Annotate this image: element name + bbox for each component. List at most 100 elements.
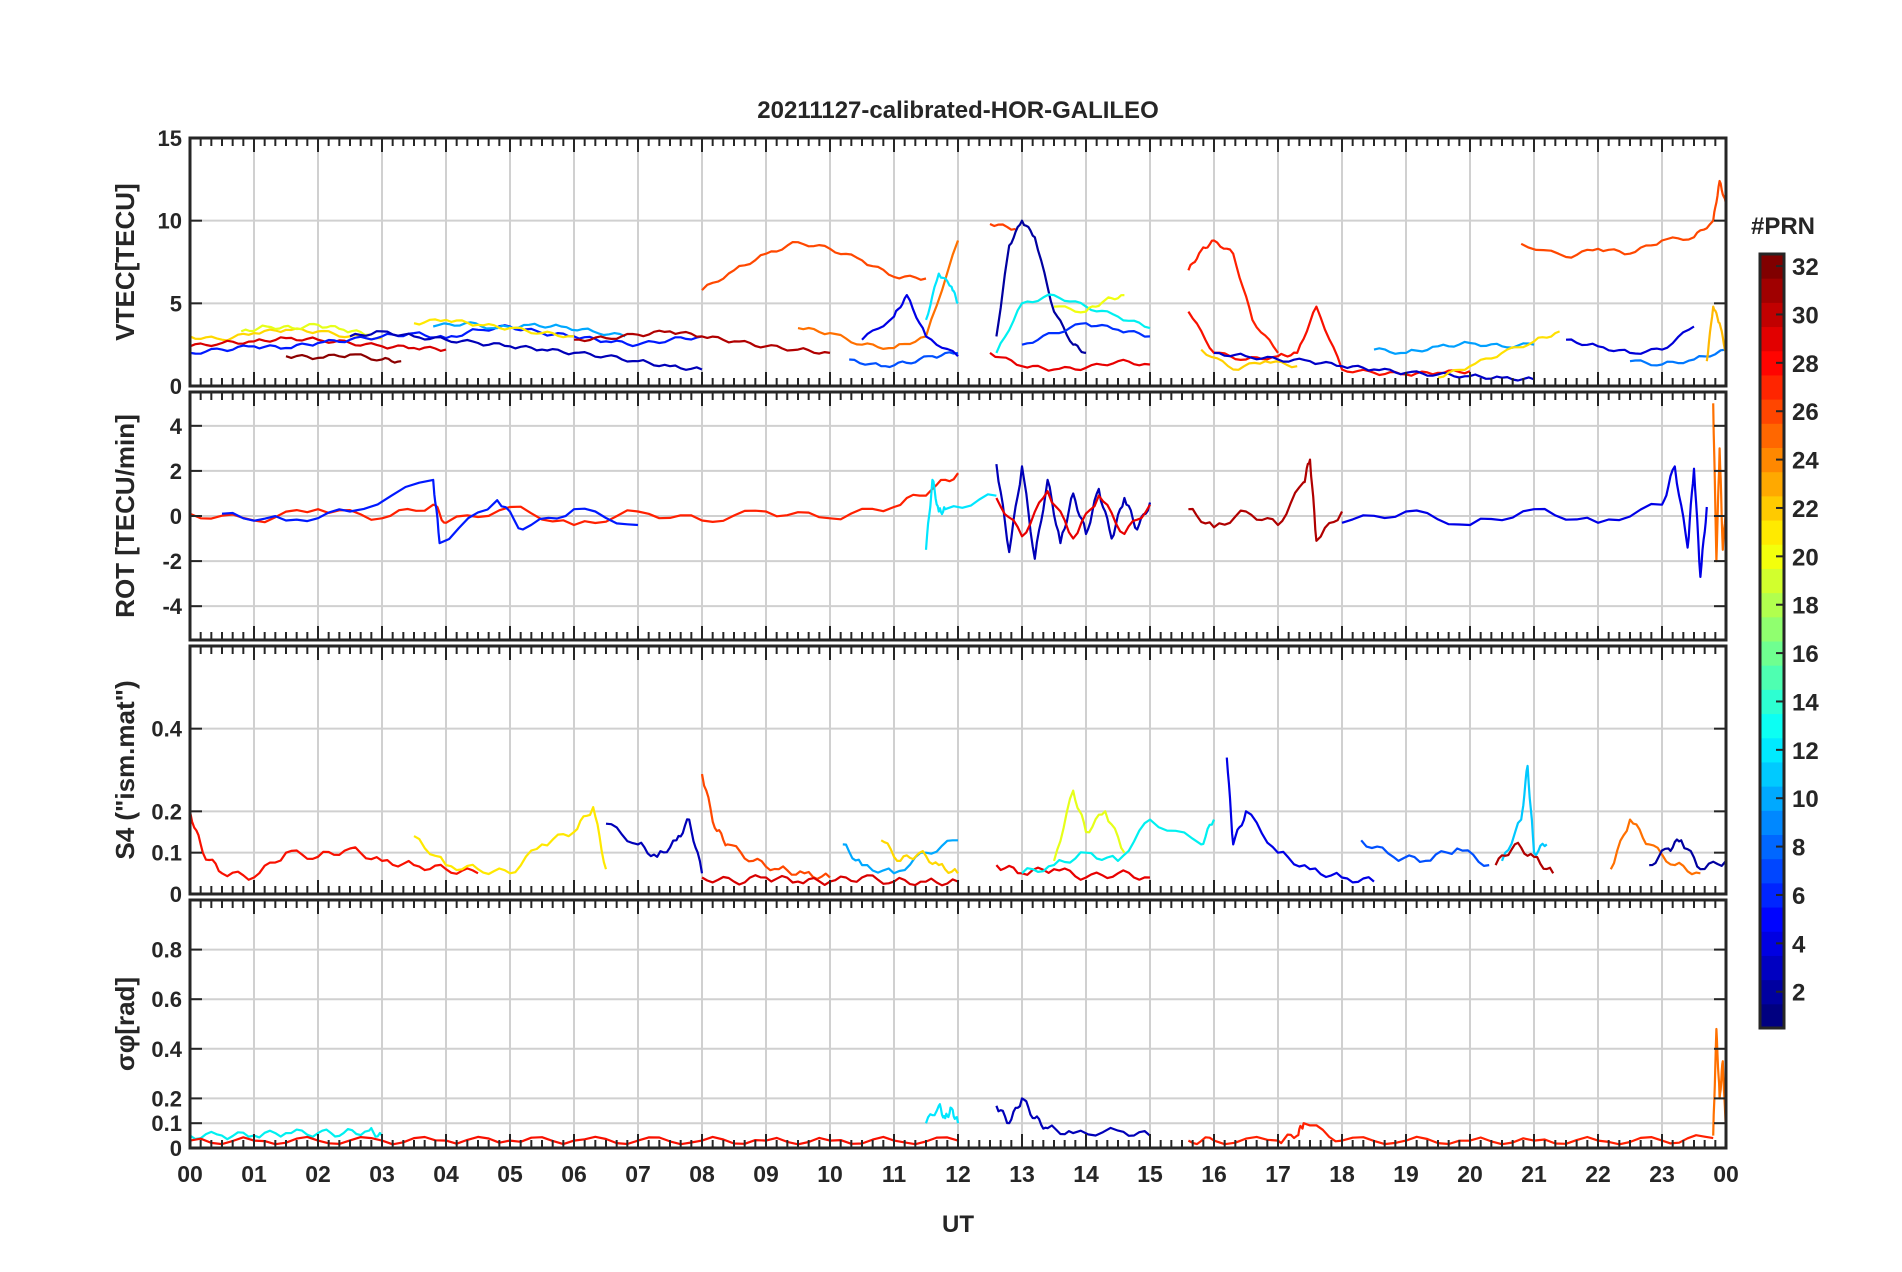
series-line-prn-20 <box>1437 330 1561 379</box>
series-line-prn-3 <box>1341 465 1708 579</box>
colorbar-bin <box>1760 858 1784 884</box>
colorbar-bin <box>1760 520 1784 545</box>
y-tick-label: 0.2 <box>151 799 182 824</box>
colorbar-tick-label: 2 <box>1792 980 1805 1007</box>
series-line-prn-31 <box>1188 458 1343 542</box>
series-line-prn-18 <box>1052 789 1126 862</box>
series-line-prn-32 <box>285 353 402 364</box>
x-tick-label: 16 <box>1201 1161 1227 1187</box>
series-line-prn-3 <box>1225 757 1375 884</box>
colorbar-tick-label: 6 <box>1792 883 1805 910</box>
x-axis-label: UT <box>942 1211 974 1238</box>
colorbar-tick-label: 28 <box>1792 351 1819 378</box>
x-tick-label: 10 <box>817 1161 843 1187</box>
series-line-prn-27 <box>1187 239 1279 354</box>
x-tick-label: 03 <box>369 1161 395 1187</box>
colorbar-tick-label: 16 <box>1792 641 1819 668</box>
x-tick-label: 11 <box>882 1161 907 1187</box>
x-tick-label: 04 <box>433 1161 459 1187</box>
colorbar-title: #PRN <box>1751 213 1815 240</box>
colorbar-bin <box>1760 955 1784 981</box>
series-line-prn-6 <box>849 351 959 369</box>
y-tick-label: 0.1 <box>151 841 182 866</box>
y-tick-label: 0 <box>170 504 182 529</box>
series-line-prn-1 <box>995 219 1087 354</box>
colorbar-bin <box>1760 810 1784 835</box>
x-tick-label: 17 <box>1265 1161 1291 1187</box>
series-line-prn-24 <box>1712 403 1726 563</box>
colorbar-bin <box>1760 907 1784 932</box>
panel-1: -4 -2 0 2 4 ROT [TECU/min] <box>110 390 1728 642</box>
colorbar-tick-label: 14 <box>1792 689 1819 716</box>
series-line-prn-4 <box>221 478 639 545</box>
series-line-prn-3 <box>1565 325 1695 355</box>
series-group <box>190 403 1726 579</box>
x-tick-label: 21 <box>1521 1161 1547 1187</box>
y-tick-label: 0 <box>170 374 182 399</box>
series-group <box>190 179 1726 382</box>
series-line-prn-5 <box>1021 322 1151 346</box>
series-line-prn-29 <box>989 352 1151 372</box>
series-line-prn-11 <box>1500 764 1548 862</box>
series-line-prn-4 <box>190 324 703 355</box>
series-line-prn-25 <box>700 773 831 881</box>
x-tick-label: 19 <box>1393 1161 1419 1187</box>
series-line-prn-25 <box>701 241 927 291</box>
series-line-prn-2 <box>605 818 704 874</box>
series-line-prn-12 <box>924 272 959 321</box>
y-tick-label: 0 <box>170 1136 182 1161</box>
series-line-prn-2 <box>995 463 1152 560</box>
y-tick-label: 0.8 <box>151 938 182 963</box>
colorbar-bin <box>1760 326 1784 352</box>
series-line-prn-31 <box>1494 841 1555 874</box>
series-line-prn-13 <box>190 1126 383 1141</box>
x-tick-label: 15 <box>1137 1161 1163 1187</box>
series-line-prn-24 <box>797 240 960 350</box>
y-tick-label: 0 <box>170 882 182 907</box>
series-line-prn-2 <box>349 330 703 371</box>
series-line-prn-25 <box>1520 179 1726 259</box>
series-line-prn-1 <box>1649 838 1726 871</box>
colorbar-tick-label: 12 <box>1792 738 1819 765</box>
series-line-prn-29 <box>995 490 1151 540</box>
series-line-prn-29 <box>995 864 1151 881</box>
panel-3: 00.10.2 0.4 0.6 0.8 σφ[rad] <box>110 898 1728 1161</box>
colorbar-tick-label: 4 <box>1792 931 1806 958</box>
series-line-prn-18 <box>240 322 370 337</box>
colorbar-bin <box>1760 761 1784 787</box>
series-group <box>190 757 1726 887</box>
colorbar-tick-label: 18 <box>1792 593 1819 620</box>
colorbar-tick-label: 24 <box>1792 448 1819 475</box>
y-tick-label: -2 <box>162 549 182 574</box>
panel-2: 0 0.1 0.2 0.4 S4 ("ism.mat") <box>110 644 1728 907</box>
colorbar-tick-label: 32 <box>1792 254 1819 281</box>
x-tick-label: 18 <box>1329 1161 1355 1187</box>
series-line-prn-10 <box>842 839 958 875</box>
colorbar-bin <box>1760 278 1784 303</box>
y-axis-label: ROT [TECU/min] <box>110 414 140 618</box>
y-axis-label: VTEC[TECU] <box>110 183 140 340</box>
x-tick-label: 05 <box>497 1161 523 1187</box>
colorbar-bin <box>1760 713 1784 739</box>
series-line-prn-8 <box>1629 348 1726 367</box>
y-tick-label: 0.2 <box>151 1086 182 1111</box>
y-tick-label: 4 <box>170 414 183 439</box>
x-tick-label: 00 <box>177 1161 203 1187</box>
series-line-prn-19 <box>1053 294 1125 314</box>
series-line-prn-10 <box>432 321 626 338</box>
y-tick-label: 0.4 <box>151 1037 182 1062</box>
colorbar-tick-label: 22 <box>1792 496 1819 523</box>
y-tick-label: -4 <box>162 594 182 619</box>
y-tick-label: 0.4 <box>151 717 182 742</box>
series-line-prn-28 <box>1187 305 1471 377</box>
colorbar-bin <box>1760 423 1784 448</box>
x-tick-label: 23 <box>1649 1161 1675 1187</box>
x-tick-label: 22 <box>1585 1161 1611 1187</box>
series-line-prn-12 <box>924 1103 960 1124</box>
x-tick-label: 13 <box>1009 1161 1035 1187</box>
colorbar-tick-label: 8 <box>1792 835 1805 862</box>
series-line-prn-22 <box>880 839 959 875</box>
